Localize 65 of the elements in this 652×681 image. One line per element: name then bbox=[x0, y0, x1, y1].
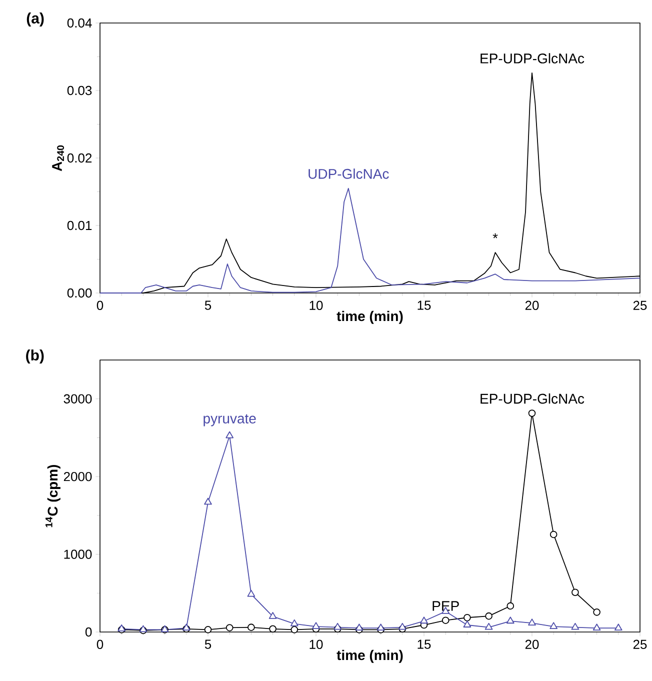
x-tick-label: 0 bbox=[96, 640, 104, 649]
point bbox=[485, 612, 492, 620]
annotation: pyruvate bbox=[204, 414, 256, 426]
x-tick-label: 5 bbox=[204, 300, 212, 310]
point bbox=[464, 614, 471, 622]
x-tick-label: 15 bbox=[418, 640, 431, 649]
y-tick-label: 2000 bbox=[64, 472, 92, 482]
point bbox=[290, 619, 298, 626]
point bbox=[528, 410, 536, 417]
x-tick-label: 10 bbox=[310, 640, 323, 649]
point bbox=[269, 625, 276, 633]
point bbox=[248, 624, 255, 631]
x-tick-label: 20 bbox=[525, 300, 539, 310]
y-tick-label: 0.00 bbox=[67, 288, 92, 298]
y-tick-label: 1000 bbox=[64, 550, 92, 559]
y-tick-label: 0.04 bbox=[67, 18, 92, 28]
point bbox=[247, 590, 256, 597]
point bbox=[572, 588, 579, 596]
y-axis-title: A$_{240}$ bbox=[52, 145, 64, 172]
point bbox=[506, 616, 514, 624]
point bbox=[355, 624, 364, 631]
point bbox=[204, 626, 212, 634]
point bbox=[226, 431, 234, 438]
x-tick-label: 15 bbox=[418, 300, 431, 310]
point bbox=[463, 620, 472, 628]
chart-title: (b) bbox=[26, 350, 44, 364]
x-axis-title: time (min) bbox=[336, 310, 403, 324]
x-tick-label: 20 bbox=[525, 640, 539, 649]
point bbox=[571, 622, 580, 630]
y-tick-label: 3000 bbox=[64, 394, 92, 404]
point bbox=[593, 608, 600, 616]
annotation: UDP-GlcNAc bbox=[308, 168, 389, 179]
point bbox=[592, 624, 601, 631]
point bbox=[506, 602, 514, 610]
point bbox=[484, 622, 493, 630]
chart-title: (a) bbox=[26, 12, 44, 27]
point bbox=[226, 624, 234, 632]
x-tick-label: 25 bbox=[633, 300, 647, 310]
annotation: EP-UDP-GlcNAc bbox=[480, 53, 584, 64]
x-axis-title: time (min) bbox=[336, 650, 403, 663]
point bbox=[550, 622, 558, 630]
annotation: EP-UDP-GlcNAc bbox=[480, 393, 584, 404]
point bbox=[528, 618, 536, 626]
line-series bbox=[100, 188, 640, 294]
point bbox=[376, 624, 385, 631]
y-tick-label: 0.02 bbox=[67, 153, 92, 163]
x-tick-label: 25 bbox=[633, 640, 647, 649]
x-tick-label: 0 bbox=[96, 300, 104, 310]
point bbox=[420, 616, 428, 624]
point bbox=[334, 622, 342, 630]
y-axis-title: $^{14}$C (cpm) bbox=[46, 464, 60, 528]
y-tick-label: 0 bbox=[85, 627, 92, 637]
point bbox=[268, 612, 277, 619]
point bbox=[398, 622, 406, 630]
point bbox=[290, 626, 298, 634]
x-tick-label: 5 bbox=[204, 640, 212, 649]
y-tick-label: 0.03 bbox=[67, 86, 92, 96]
y-tick-label: 0.01 bbox=[67, 220, 92, 230]
point bbox=[614, 624, 622, 631]
point bbox=[550, 530, 558, 538]
x-tick-label: 10 bbox=[310, 300, 323, 310]
point bbox=[442, 616, 450, 624]
point bbox=[312, 622, 320, 630]
point bbox=[204, 498, 212, 505]
annotation: * bbox=[492, 233, 498, 238]
